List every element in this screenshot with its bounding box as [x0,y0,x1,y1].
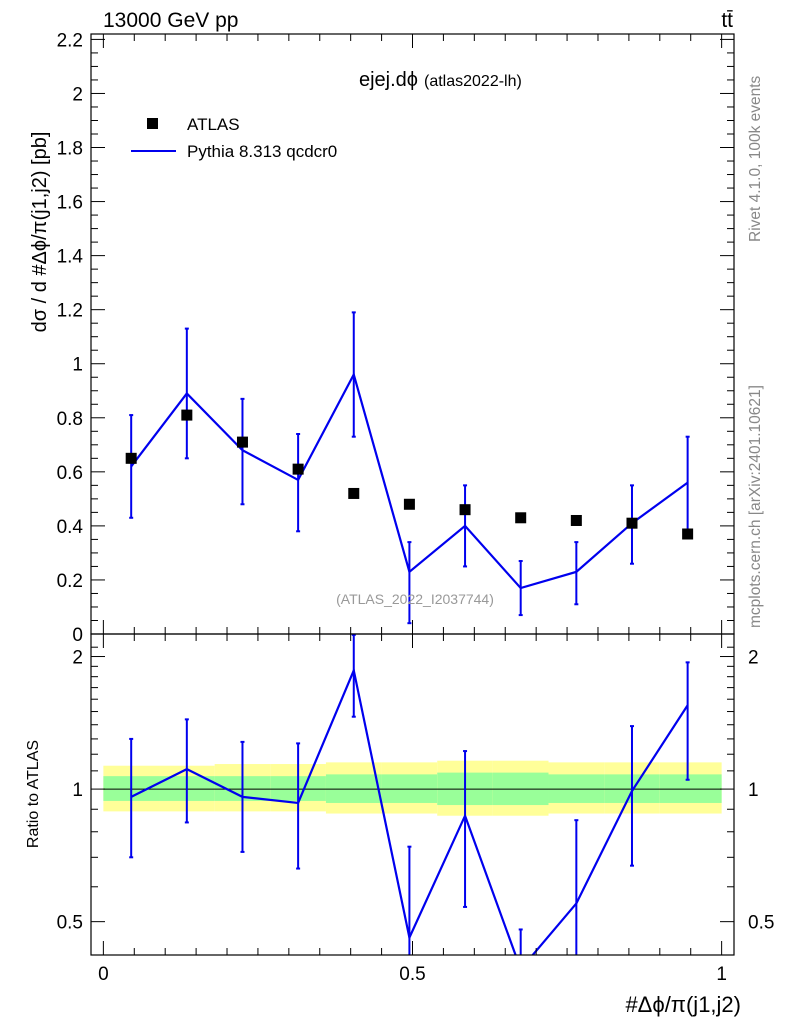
ratio-y-tick-label: 1 [72,780,83,801]
atlas-data-point [682,528,694,540]
ratio-clipped-group [129,634,690,955]
ratio-y-tick-label: 0.5 [57,913,83,934]
legend: ATLAS Pythia 8.313 qcdcr0 [131,115,337,161]
main-y-tick-label: 1 [72,355,83,376]
atlas-data-point [348,487,360,499]
y-axis-title: dσ / d #Δϕ/π(j1,j2) [pb] [29,132,51,333]
main-y-axis-label: dσ / d #Δϕ/π(j1,j2) [pb] [29,132,51,333]
rivet-version-label: Rivet 4.1.0, 100k events [747,75,764,242]
x-axis-label: #Δϕ/π(j1,j2) [625,992,741,1017]
atlas-data-point [236,436,248,448]
main-y-tick-label: 1.8 [57,139,83,160]
atlas-data-point [570,514,582,526]
atlas-data-point [125,452,137,464]
main-data-layer [125,311,694,625]
ratio-x-axis: 0 0.5 1 [98,634,727,985]
ratio-y-tick-label-right: 2 [748,648,759,669]
main-y-tick-label: 1.4 [57,247,84,268]
analysis-watermark: (ATLAS_2022_I2037744) [336,591,494,607]
main-y-tick-label: 2.2 [57,30,83,51]
ratio-panel: 0.5 0.51 12 2 0 0.5 1 Ratio to ATLAS [25,633,774,985]
main-panel: 0 0.2 0.4 0.6 0.8 1 1.2 1.4 1.6 1.8 2 2.2 ejej.dϕ (… [29,30,735,646]
main-y-axis: 0 0.2 0.4 0.6 0.8 1 1.2 1.4 1.6 1.8 2 2.2 [57,30,734,646]
chart-title: ejej.dϕ [359,69,418,91]
ratio-y-axis: 0.5 0.5 1 1 2 2 [57,646,774,934]
main-y-tick-label: 1.2 [57,301,83,322]
main-y-tick-label: 0 [72,625,83,646]
main-y-tick-label: 1.6 [57,193,83,214]
ratio-data-layer [129,634,690,955]
x-axis-title: #Δϕ/π(j1,j2) [625,992,741,1017]
main-y-tick-label: 0.8 [57,409,83,430]
ratio-y-axis-label: Ratio to ATLAS [25,740,42,848]
ratio-uncertainty-bands [103,760,722,816]
atlas-data-point [292,463,304,475]
main-y-tick-label: 0.2 [57,571,83,592]
atlas-data-point [459,504,471,516]
x-tick-label: 1 [716,964,727,985]
main-y-tick-label: 2 [72,84,83,105]
x-tick-label: 0 [98,964,109,985]
atlas-data-point [515,512,527,524]
ratio-y-tick-label-right: 1 [748,780,759,801]
x-tick-label: 0.5 [399,964,425,985]
ratio-y-tick-label-right: 0.5 [748,913,774,934]
main-y-tick-label: 0.4 [57,517,84,538]
ratio-y-tick-label: 2 [72,648,83,669]
main-x-ticks [102,34,723,634]
process-label: tt̄ [721,9,733,32]
atlas-data-point [626,517,638,529]
legend-atlas-marker [147,118,158,129]
legend-pythia-label: Pythia 8.313 qcdcr0 [187,142,337,161]
source-site-label: mcplots.cern.ch [arXiv:2401.10621] [747,385,764,628]
legend-atlas-label: ATLAS [187,115,240,134]
atlas-data-point [181,409,193,421]
atlas-data-point [403,498,415,510]
main-y-tick-label: 0.6 [57,463,83,484]
beam-label: 13000 GeV pp [103,9,238,32]
chart-subtitle: (atlas2022-lh) [424,73,522,90]
